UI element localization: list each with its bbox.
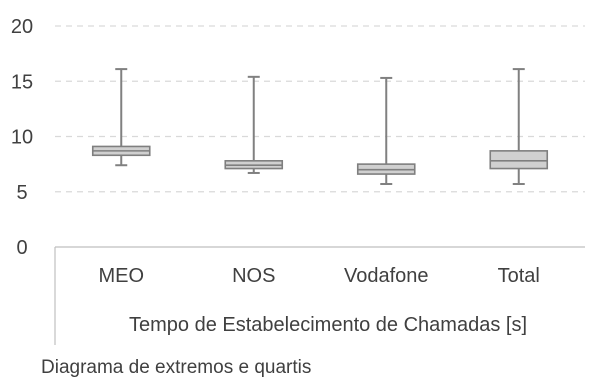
y-tick-label: 5 — [16, 182, 27, 204]
chart-caption: Diagrama de extremos e quartis — [41, 357, 312, 378]
chart-canvas: 0 5 10 15 20 MEO NOS Vodafone Total Tempo de Es… — [11, 16, 585, 345]
boxes — [91, 68, 549, 186]
y-tick-label: 20 — [11, 16, 33, 38]
box-plot-meo — [91, 68, 151, 167]
box-plot-total — [489, 68, 549, 186]
x-category-label: Vodafone — [344, 265, 429, 287]
axis-lines — [54, 246, 585, 345]
x-category-label: NOS — [232, 265, 275, 287]
box-plot-nos — [224, 75, 284, 174]
gridlines — [55, 25, 585, 193]
x-axis-categories: MEO NOS Vodafone Total — [98, 265, 539, 287]
y-axis-ticks: 0 5 10 15 20 — [11, 16, 33, 259]
x-category-label: MEO — [98, 265, 144, 287]
y-tick-label: 10 — [11, 127, 33, 149]
x-axis-title: Tempo de Estabelecimento de Chamadas [s] — [129, 314, 527, 336]
box-plot-vodafone — [356, 76, 416, 186]
y-tick-label: 15 — [11, 71, 33, 93]
quartile-box — [489, 150, 549, 170]
x-category-label: Total — [498, 265, 540, 287]
y-tick-label: 0 — [16, 237, 27, 259]
